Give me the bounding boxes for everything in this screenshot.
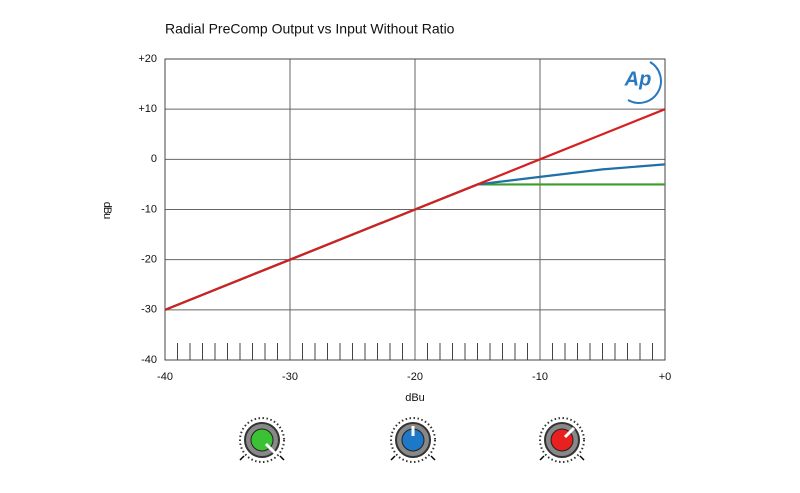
y-tick-label: 0 [151, 153, 157, 165]
y-axis-label: dBu [101, 202, 113, 219]
y-tick-label: +10 [138, 103, 157, 115]
x-axis-label: dBu [405, 392, 425, 404]
series-line [164, 108, 666, 311]
knob-red [539, 417, 585, 463]
x-tick-label: +0 [659, 371, 672, 383]
x-tick-label: -30 [282, 371, 298, 383]
x-tick-label: -10 [532, 371, 548, 383]
y-tick-label: -20 [141, 254, 157, 266]
chart-title: Radial PreComp Output vs Input Without R… [165, 21, 455, 37]
knob-blue [390, 417, 436, 463]
logo: Ap [624, 61, 662, 104]
y-tick-label: +20 [138, 53, 157, 65]
knob-green [239, 417, 285, 463]
y-tick-label: -30 [141, 304, 157, 316]
plot-frame [164, 58, 666, 361]
x-tick-label: -40 [157, 371, 173, 383]
logo-text: Ap [624, 68, 652, 90]
knobs [239, 417, 585, 463]
y-tick-label: -10 [141, 203, 157, 215]
x-tick-label: -20 [407, 371, 423, 383]
y-tick-label: -40 [141, 354, 157, 366]
